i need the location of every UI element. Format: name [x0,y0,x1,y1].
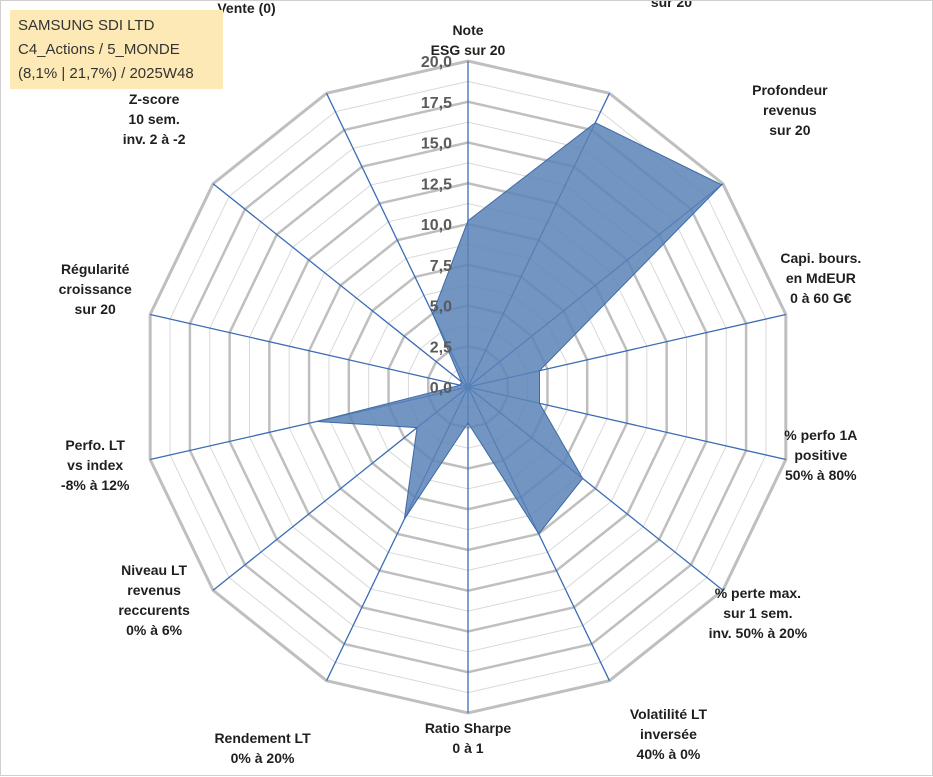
axis-labels: Note ESG sur 20 Profondeurhistoriquesur 20… [59,1,862,766]
axis-label: Profondeur revenus sur 20 [752,82,828,138]
axis-label-line: croissance [59,281,132,297]
axis-label-line: inv. 50% à 20% [709,625,808,641]
axis-label-line: % perte max. [715,585,801,601]
axis-label-line: reccurents [118,602,190,618]
axis-spoke [150,313,469,388]
axis-label-line: Volatilité LT [630,706,708,722]
company-name: SAMSUNG SDI LTD [18,17,155,34]
axis-label-line: Profondeur [752,82,828,98]
data-series [316,122,723,535]
axis-label-line: 0% à 6% [126,622,183,638]
tick-label: 0,0 [430,380,452,397]
axis-label-line: 10 sem. [128,111,179,127]
axis-label-line: Vente (0) [217,1,275,16]
axis-label-line: sur 20 [651,1,692,10]
axis-label-line: % perfo 1A [784,427,857,443]
tick-label: 15,0 [421,136,452,153]
axis-label-line: Capi. bours. [780,250,861,266]
axis-label-line: sur 1 sem. [723,605,792,621]
tick-label: 20,0 [421,54,452,71]
tick-labels: 0,0 2,5 5,0 7,5 10,0 12,5 15,0 17,5 20,0 [421,54,452,397]
axis-label-line: 0 à 1 [452,740,483,756]
axis-label-line: positive [794,447,847,463]
axis-label: Perfo. LT vs index -8% à 12% [61,437,130,493]
axis-label-line: Perfo. LT [65,437,125,453]
axis-label-line: 0% à 20% [231,750,295,766]
axis-label-line: 50% à 80% [785,467,857,483]
axis-label-line: Niveau LT [121,562,187,578]
axis-label-line: vs index [67,457,123,473]
axis-label-line: Note [452,22,483,38]
axis-label: % perfo 1A positive 50% à 80% [784,427,857,483]
axis-label: % perte max. sur 1 sem. inv. 50% à 20% [709,585,808,641]
period-info: (8,1% | 21,7%) / 2025W48 [18,65,194,82]
series-area [316,122,723,535]
axis-label-line: revenus [763,102,817,118]
axis-label-line: Régularité [61,261,130,277]
axis-label-line: Z-score [129,91,180,107]
axis-spoke [212,183,469,388]
axis-label: Profondeurhistoriquesur 20 [634,1,710,10]
axis-label-line: ESG sur 20 [431,42,506,58]
axis-label: Volatilité LT inversée 40% à 0% [630,706,708,762]
axis-label-line: en MdEUR [786,270,856,286]
axis-label: Régularité croissance sur 20 [59,261,132,317]
portfolio-category: C4_Actions / 5_MONDE [18,41,180,58]
tick-label: 2,5 [430,339,452,356]
axis-label-line: sur 20 [769,122,810,138]
axis-label: Z-score 10 sem. inv. 2 à -2 [123,91,186,147]
axis-label-line: -8% à 12% [61,477,130,493]
tick-label: 7,5 [430,258,452,275]
axis-label: Ratio Sharpe 0 à 1 [425,720,512,756]
axis-label-line: Ratio Sharpe [425,720,512,736]
axis-label: Note ESG sur 20 [431,22,506,58]
tick-label: 17,5 [421,95,452,112]
axis-label-line: revenus [127,582,181,598]
axis-label: Capi. bours. en MdEUR 0 à 60 G€ [780,250,861,306]
axis-label: MomentumAchat (20) /Vente (0) [209,1,285,16]
axis-label: Rendement LT 0% à 20% [214,730,311,766]
axis-label-line: sur 20 [75,301,116,317]
title-box: SAMSUNG SDI LTD C4_Actions / 5_MONDE (8,… [10,10,223,89]
axis-label-line: inversée [640,726,697,742]
axis-label-line: Rendement LT [214,730,311,746]
tick-label: 5,0 [430,299,452,316]
tick-label: 12,5 [421,176,452,193]
axis-label-line: inv. 2 à -2 [123,131,186,147]
axis-label: Niveau LT revenus reccurents 0% à 6% [118,562,190,638]
tick-label: 10,0 [421,217,452,234]
axis-label-line: 40% à 0% [637,746,701,762]
axis-label-line: 0 à 60 G€ [790,290,852,306]
